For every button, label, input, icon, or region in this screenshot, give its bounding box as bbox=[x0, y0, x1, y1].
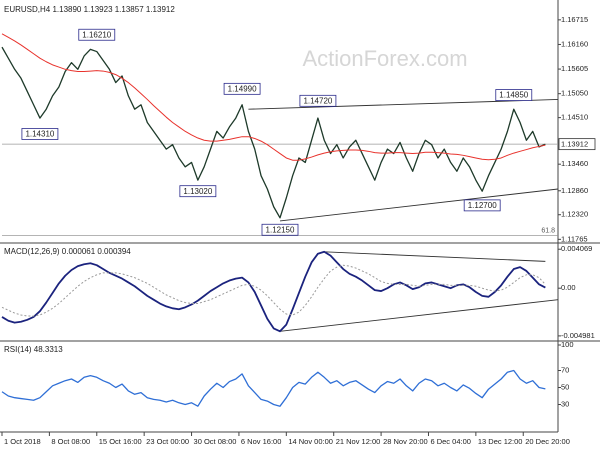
annotation-box bbox=[179, 185, 217, 198]
x-tick-label: 1 Oct 2018 bbox=[4, 437, 41, 446]
annotation-label: 1.14850 bbox=[499, 91, 528, 100]
series-line bbox=[1, 369, 546, 407]
annotation-box bbox=[299, 94, 337, 107]
trendline bbox=[279, 188, 559, 222]
x-tick-label: 30 Oct 08:00 bbox=[194, 437, 237, 446]
annotation-label: 1.14990 bbox=[228, 84, 257, 93]
annotation-box bbox=[78, 28, 116, 41]
series-line bbox=[1, 264, 546, 317]
annotation-label: 1.13020 bbox=[183, 187, 212, 196]
panel-title: MACD(12,26,9) 0.000061 0.000394 bbox=[4, 247, 131, 256]
fib-level-label: 61.8 bbox=[541, 227, 555, 234]
x-tick-label: 6 Dec 04:00 bbox=[430, 437, 470, 446]
x-tick-label: 15 Oct 16:00 bbox=[99, 437, 142, 446]
annotation-label: 1.12700 bbox=[468, 201, 497, 210]
y-tick-label: 1.16715 bbox=[561, 15, 588, 24]
y-tick-label: 1.12320 bbox=[561, 210, 588, 219]
last-price-label: 1.13912 bbox=[561, 140, 588, 149]
trendline bbox=[248, 98, 559, 110]
y-tick-label: 1.16160 bbox=[561, 39, 588, 48]
x-tick-label: 23 Oct 00:00 bbox=[146, 437, 189, 446]
x-tick-label: 21 Nov 12:00 bbox=[336, 437, 381, 446]
y-tick-label: 30 bbox=[561, 399, 569, 408]
annotation-label: 1.14720 bbox=[303, 96, 332, 105]
annotation-box bbox=[495, 89, 533, 101]
panel-title: EURUSD,H4 1.13890 1.13923 1.13857 1.1391… bbox=[4, 5, 175, 14]
panel-title: RSI(14) 48.3313 bbox=[4, 345, 63, 354]
y-tick-label: -0.004981 bbox=[561, 331, 595, 340]
y-tick-label: 0.004069 bbox=[561, 244, 592, 253]
series-line bbox=[1, 46, 546, 219]
annotation-box bbox=[261, 223, 299, 236]
annotation-label: 1.14310 bbox=[25, 130, 54, 139]
y-tick-label: 1.12860 bbox=[561, 186, 588, 195]
y-tick-label: 1.15605 bbox=[561, 64, 588, 73]
x-tick-label: 8 Oct 08:00 bbox=[51, 437, 90, 446]
y-tick-label: 0.00 bbox=[561, 283, 576, 292]
y-tick-label: 100 bbox=[561, 340, 574, 349]
x-tick-label: 14 Nov 00:00 bbox=[288, 437, 333, 446]
y-tick-label: 1.11765 bbox=[561, 234, 588, 243]
annotation-label: 1.16210 bbox=[82, 30, 111, 39]
annotation-box bbox=[463, 199, 501, 212]
trendline bbox=[324, 251, 546, 262]
series-line bbox=[1, 33, 546, 161]
x-tick-label: 6 Nov 16:00 bbox=[241, 437, 281, 446]
annotation-box bbox=[21, 128, 59, 140]
y-tick-label: 1.13460 bbox=[561, 159, 588, 168]
y-tick-label: 50 bbox=[561, 382, 569, 391]
trendline bbox=[279, 299, 559, 332]
annotation-box bbox=[223, 82, 261, 95]
y-tick-label: 70 bbox=[561, 365, 569, 374]
x-tick-label: 28 Nov 20:00 bbox=[383, 437, 428, 446]
last-price-box bbox=[558, 138, 596, 151]
y-tick-label: 1.15050 bbox=[561, 89, 588, 98]
annotation-label: 1.12150 bbox=[266, 225, 295, 234]
x-tick-label: 13 Dec 12:00 bbox=[478, 437, 523, 446]
watermark: ActionForex.com bbox=[302, 46, 467, 71]
x-tick-label: 20 Dec 20:00 bbox=[525, 437, 570, 446]
y-tick-label: 1.14510 bbox=[561, 113, 588, 122]
series-line bbox=[1, 250, 546, 333]
